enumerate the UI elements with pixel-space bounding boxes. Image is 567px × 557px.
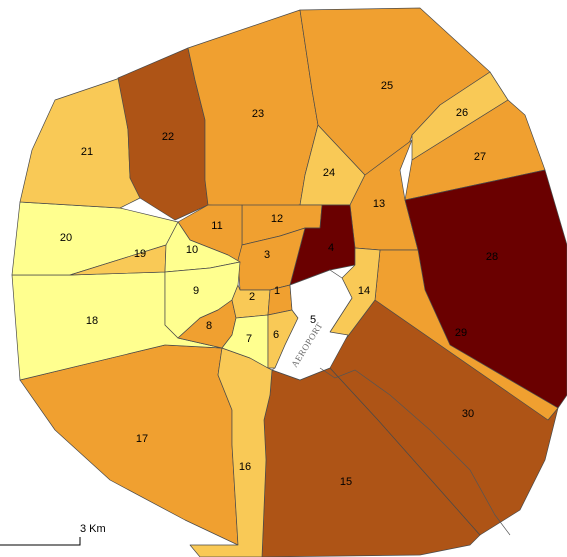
district-label-30: 30: [462, 408, 474, 420]
district-16[interactable]: [189, 347, 273, 557]
district-label-6: 6: [273, 329, 279, 341]
district-label-12: 12: [271, 213, 283, 225]
district-label-16: 16: [239, 461, 251, 473]
district-label-3: 3: [264, 249, 270, 261]
district-label-4: 4: [328, 242, 334, 254]
district-label-23: 23: [252, 108, 264, 120]
district-5[interactable]: [271, 269, 353, 381]
scale-bar-line: [0, 537, 81, 546]
district-label-28: 28: [486, 251, 498, 263]
district-label-8: 8: [206, 320, 212, 332]
district-27[interactable]: [404, 99, 546, 201]
district-26[interactable]: [411, 71, 509, 161]
district-label-5: 5: [310, 314, 316, 326]
district-label-15: 15: [340, 476, 352, 488]
district-label-2: 2: [249, 291, 255, 303]
district-labels: 1234567891011121314151617181920212223242…: [60, 80, 498, 488]
district-label-7: 7: [246, 333, 252, 345]
district-label-13: 13: [373, 198, 385, 210]
districts-layer: [11, 7, 567, 557]
district-label-17: 17: [136, 433, 148, 445]
district-label-29: 29: [455, 327, 467, 339]
district-label-10: 10: [186, 244, 198, 256]
district-label-18: 18: [86, 315, 98, 327]
district-label-21: 21: [81, 146, 93, 158]
district-label-19: 19: [134, 248, 146, 260]
district-label-20: 20: [60, 232, 72, 244]
district-label-27: 27: [474, 151, 486, 163]
airport-runway-line: [319, 367, 511, 536]
district-label-25: 25: [381, 80, 393, 92]
district-17[interactable]: [19, 344, 239, 546]
district-label-1: 1: [274, 285, 280, 297]
district-label-22: 22: [162, 131, 174, 143]
scale-bar-label: 3 Km: [80, 523, 106, 535]
district-label-24: 24: [323, 167, 335, 179]
district-label-9: 9: [193, 285, 199, 297]
scale-bar: 3 Km: [0, 523, 106, 546]
district-label-11: 11: [211, 220, 222, 232]
district-label-26: 26: [456, 107, 468, 119]
district-label-14: 14: [358, 285, 370, 297]
